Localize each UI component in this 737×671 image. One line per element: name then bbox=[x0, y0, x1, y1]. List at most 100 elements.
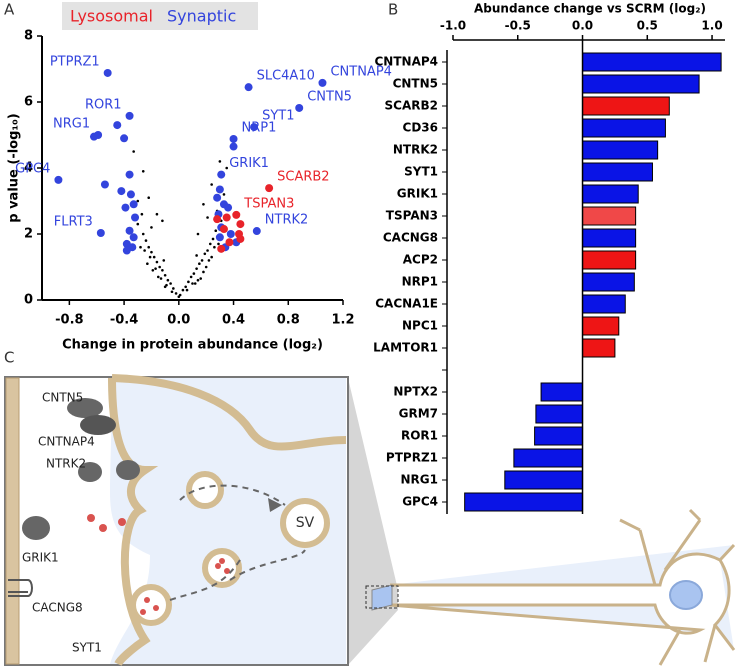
y-tick-label: SYT1 bbox=[404, 165, 438, 179]
point bbox=[125, 111, 134, 120]
vesicle bbox=[130, 584, 172, 626]
y-axis-label: p value (-log₁₀) bbox=[7, 113, 22, 223]
point bbox=[222, 213, 231, 222]
arrows bbox=[169, 484, 306, 601]
point bbox=[210, 255, 213, 259]
point bbox=[202, 203, 205, 206]
point bbox=[100, 180, 109, 189]
point-label: TSPAN3 bbox=[243, 196, 294, 211]
arrow-head bbox=[268, 498, 282, 512]
neuron bbox=[365, 508, 736, 666]
point bbox=[147, 196, 151, 199]
point bbox=[219, 225, 228, 234]
y-tick-label: LAMTOR1 bbox=[373, 341, 438, 355]
point bbox=[215, 233, 224, 242]
y-tick-label: 6 bbox=[24, 95, 33, 110]
x-tick-label: 0.8 bbox=[277, 313, 300, 328]
bar bbox=[582, 206, 637, 226]
y-tick-label: NRG1 bbox=[401, 473, 438, 487]
bar bbox=[582, 294, 626, 314]
point bbox=[204, 265, 208, 269]
point bbox=[200, 259, 204, 262]
y-tick-label: 2 bbox=[24, 227, 33, 242]
panel-label: A bbox=[4, 1, 15, 19]
point bbox=[229, 142, 238, 151]
point bbox=[150, 250, 153, 254]
point bbox=[141, 232, 145, 236]
point bbox=[147, 245, 151, 249]
point bbox=[136, 222, 140, 226]
point bbox=[215, 185, 224, 194]
bar bbox=[582, 52, 722, 72]
point-label: GPC4 bbox=[15, 161, 50, 176]
point bbox=[166, 278, 170, 282]
point bbox=[156, 275, 160, 279]
point bbox=[181, 288, 185, 292]
point bbox=[129, 200, 138, 209]
bar bbox=[582, 162, 653, 182]
point bbox=[159, 277, 163, 280]
point bbox=[218, 160, 222, 163]
legend-box bbox=[62, 2, 258, 30]
point bbox=[295, 103, 304, 112]
x-tick-label: 1.0 bbox=[701, 19, 722, 33]
y-tick-label: 8 bbox=[24, 29, 33, 44]
point bbox=[214, 229, 218, 232]
y-tick-label: CNTNAP4 bbox=[374, 55, 438, 69]
y-tick-label: CNTN5 bbox=[393, 77, 438, 91]
bar bbox=[582, 316, 620, 336]
point bbox=[155, 212, 159, 216]
point bbox=[126, 190, 135, 199]
point bbox=[195, 267, 198, 270]
point bbox=[131, 213, 140, 222]
point-label: PTPRZ1 bbox=[50, 54, 100, 69]
vesicle bbox=[186, 471, 224, 509]
y-tick-label: ROR1 bbox=[401, 429, 438, 443]
point bbox=[211, 237, 215, 241]
point bbox=[189, 275, 193, 279]
point bbox=[232, 210, 241, 219]
point bbox=[207, 259, 211, 262]
x-tick-label: -0.4 bbox=[110, 313, 138, 328]
y-tick-label: GPC4 bbox=[402, 495, 438, 509]
point bbox=[199, 277, 203, 280]
vesicle bbox=[280, 498, 330, 548]
point bbox=[206, 216, 209, 219]
point bbox=[89, 132, 98, 141]
point bbox=[226, 230, 235, 238]
chart-title: Abundance change vs SCRM (log₂) bbox=[474, 2, 706, 16]
point bbox=[165, 283, 168, 287]
diagram bbox=[4, 374, 398, 667]
point bbox=[132, 150, 135, 153]
point bbox=[225, 238, 234, 247]
diagram-label: SV bbox=[296, 515, 315, 531]
bar bbox=[582, 118, 666, 138]
point bbox=[236, 234, 245, 243]
point bbox=[155, 260, 159, 264]
zoom-cone bbox=[348, 378, 398, 665]
point bbox=[244, 83, 253, 92]
point bbox=[161, 269, 164, 272]
protein bbox=[67, 398, 103, 418]
panel-label: C bbox=[4, 349, 14, 367]
point bbox=[192, 272, 196, 275]
point bbox=[113, 121, 122, 130]
y-tick-label: 4 bbox=[24, 161, 33, 176]
protein bbox=[8, 579, 33, 597]
point bbox=[161, 219, 164, 223]
diagram-label: CNTNAP4 bbox=[38, 435, 95, 449]
point-label: SYT1 bbox=[262, 109, 294, 124]
y-tick-label: SCARB2 bbox=[385, 99, 438, 113]
bar bbox=[582, 74, 700, 94]
point bbox=[144, 239, 148, 242]
legend-entry: Lysosomal bbox=[70, 7, 153, 26]
point bbox=[125, 226, 134, 235]
point bbox=[213, 193, 222, 202]
point bbox=[148, 255, 152, 259]
point bbox=[203, 252, 207, 256]
point bbox=[140, 212, 144, 216]
point bbox=[217, 170, 226, 179]
point bbox=[129, 233, 138, 242]
x-tick-label: -0.8 bbox=[55, 313, 83, 328]
diagram-label: CACNG8 bbox=[32, 601, 83, 615]
